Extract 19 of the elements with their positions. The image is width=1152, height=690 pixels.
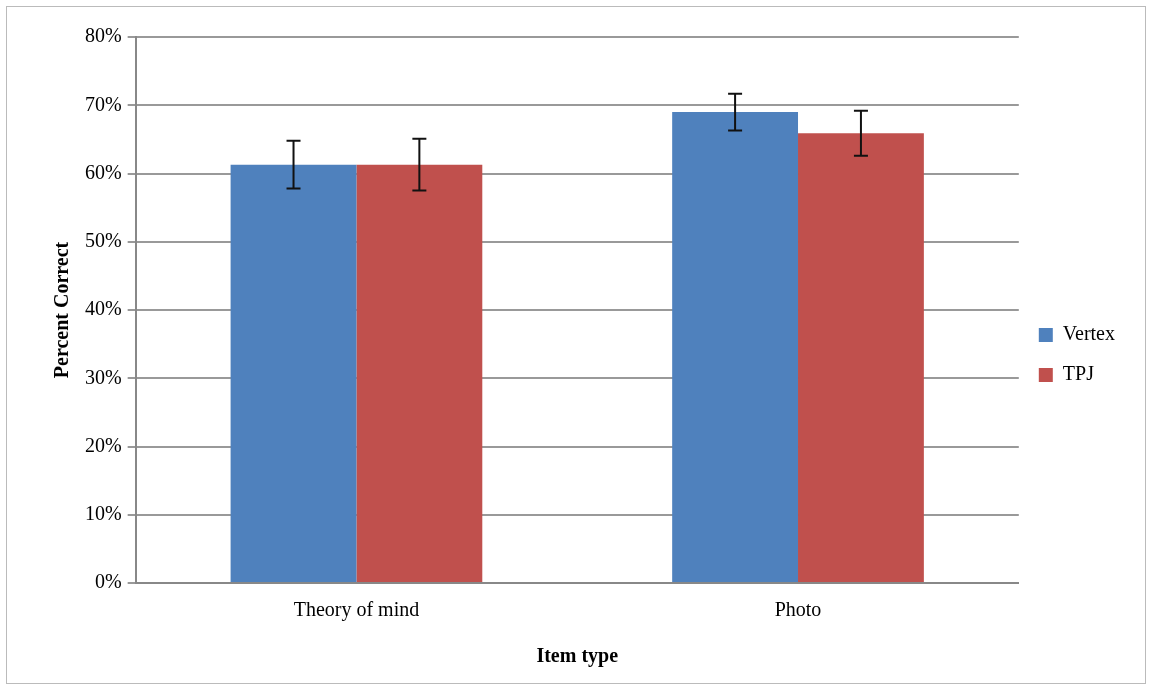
y-tick-label: 30% (84, 365, 122, 388)
legend-label: TPJ (1062, 362, 1095, 385)
x-tick-label: Photo (774, 598, 822, 621)
y-tick-label: 10% (84, 502, 122, 524)
y-tick-label: 70% (84, 92, 122, 115)
y-tick-label: 0% (94, 570, 122, 593)
y-tick-label: 50% (84, 229, 122, 251)
x-axis-title: Item type (536, 644, 619, 668)
bar (798, 133, 924, 582)
y-tick-label: 20% (84, 433, 122, 456)
y-tick-label: 60% (84, 160, 122, 183)
legend-label: Vertex (1062, 322, 1116, 345)
y-axis-title: Percent Correct (50, 241, 73, 379)
y-tick-label: 40% (84, 297, 122, 320)
y-tick-label: 80% (84, 24, 122, 47)
x-tick-label: Theory of mind (293, 598, 420, 622)
bar (356, 164, 483, 582)
bar (230, 164, 357, 582)
bar (672, 112, 799, 582)
